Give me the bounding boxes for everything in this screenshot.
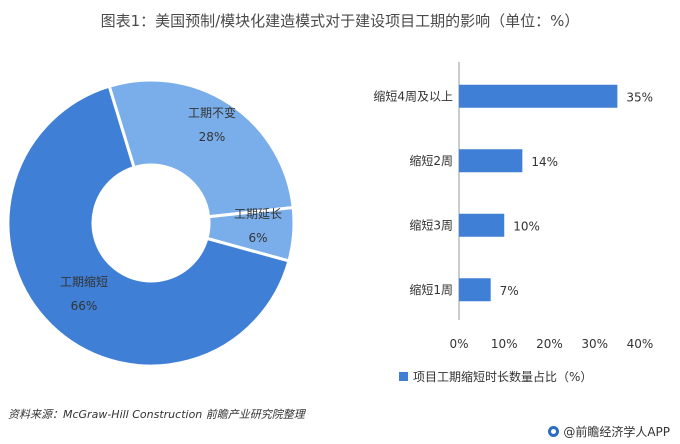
bar: [459, 213, 505, 237]
bar-x-tick-label: 40%: [627, 337, 654, 351]
chart-title: 图表1：美国预制/模块化建造模式对于建设项目工期的影响（单位：%）: [100, 12, 580, 30]
pie-slice-value: 28%: [199, 130, 226, 144]
pie-slice-value: 6%: [248, 231, 267, 245]
bar-category-label: 缩短4周及以上: [373, 88, 453, 103]
bar-value-label: 35%: [626, 90, 653, 104]
bar: [459, 278, 491, 302]
bar-x-tick-label: 0%: [449, 337, 468, 351]
bar-category-label: 缩短1周: [409, 282, 453, 297]
bar-value-label: 10%: [513, 219, 540, 233]
bar-category-label: 缩短3周: [409, 217, 453, 232]
bar-value-label: 14%: [531, 155, 558, 169]
source-note: 资料来源：McGraw-Hill Construction 前瞻产业研究院整理: [8, 408, 305, 421]
pie-slice-label: 工期延长: [234, 207, 282, 221]
pie-slice-value: 66%: [71, 299, 98, 313]
bar-x-tick-label: 30%: [581, 337, 608, 351]
pie-slice-label: 工期缩短: [60, 274, 108, 289]
legend-label: 项目工期缩短时长数量占比（%）: [413, 369, 592, 384]
bar-x-tick-label: 10%: [491, 337, 518, 351]
legend-swatch: [399, 372, 408, 381]
pie-slice: [107, 78, 295, 219]
bar-value-label: 7%: [500, 284, 519, 298]
pie-slice: [6, 84, 291, 368]
bar-x-tick-label: 20%: [536, 337, 563, 351]
brand-text: @前瞻经济学人APP: [563, 425, 670, 439]
pie-slice-label: 工期不变: [188, 105, 236, 120]
brand-logo-icon: [548, 426, 560, 437]
bar-category-label: 缩短2周: [409, 153, 453, 168]
bar: [459, 149, 523, 173]
brand-footer: @前瞻经济学人APP: [548, 423, 670, 440]
bar: [459, 84, 618, 108]
